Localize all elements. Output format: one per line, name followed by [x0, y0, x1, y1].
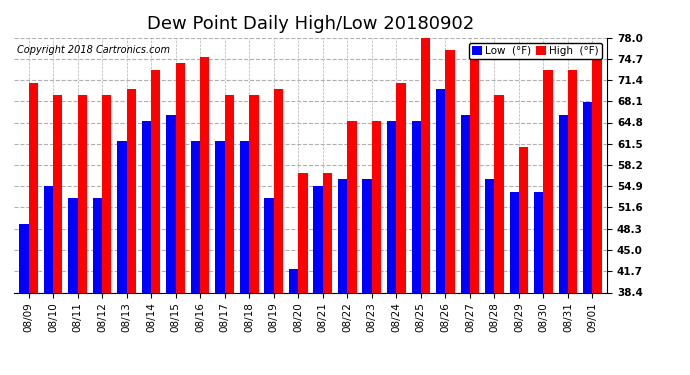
Bar [298, 173, 308, 292]
Bar [544, 70, 553, 292]
Bar [362, 179, 372, 292]
Bar [436, 89, 445, 292]
Bar [166, 115, 176, 292]
Bar [470, 44, 479, 292]
Bar [289, 269, 298, 292]
Bar [495, 96, 504, 292]
Bar [396, 82, 406, 292]
Bar [117, 141, 126, 292]
Bar [43, 186, 53, 292]
Bar [274, 89, 283, 292]
Bar [347, 121, 357, 292]
Bar [68, 198, 77, 292]
Bar [445, 50, 455, 292]
Bar [126, 89, 136, 292]
Bar [249, 96, 259, 292]
Bar [142, 121, 151, 292]
Bar [510, 192, 519, 292]
Bar [338, 179, 347, 292]
Bar [92, 198, 102, 292]
Bar [485, 179, 495, 292]
Bar [151, 70, 161, 292]
Bar [77, 96, 87, 292]
Bar [19, 224, 28, 292]
Bar [102, 96, 111, 292]
Bar [568, 70, 578, 292]
Bar [176, 63, 185, 292]
Bar [240, 141, 249, 292]
Bar [593, 57, 602, 292]
Bar [191, 141, 200, 292]
Bar [323, 173, 332, 292]
Bar [559, 115, 568, 292]
Bar [53, 96, 62, 292]
Bar [534, 192, 544, 292]
Bar [313, 186, 323, 292]
Bar [28, 82, 38, 292]
Bar [583, 102, 593, 292]
Bar [372, 121, 381, 292]
Bar [519, 147, 529, 292]
Bar [264, 198, 274, 292]
Bar [387, 121, 396, 292]
Bar [200, 57, 210, 292]
Bar [225, 96, 234, 292]
Bar [411, 121, 421, 292]
Text: Copyright 2018 Cartronics.com: Copyright 2018 Cartronics.com [17, 45, 170, 55]
Bar [460, 115, 470, 292]
Bar [421, 38, 430, 292]
Bar [215, 141, 225, 292]
Legend: Low  (°F), High  (°F): Low (°F), High (°F) [469, 43, 602, 59]
Title: Dew Point Daily High/Low 20180902: Dew Point Daily High/Low 20180902 [147, 15, 474, 33]
